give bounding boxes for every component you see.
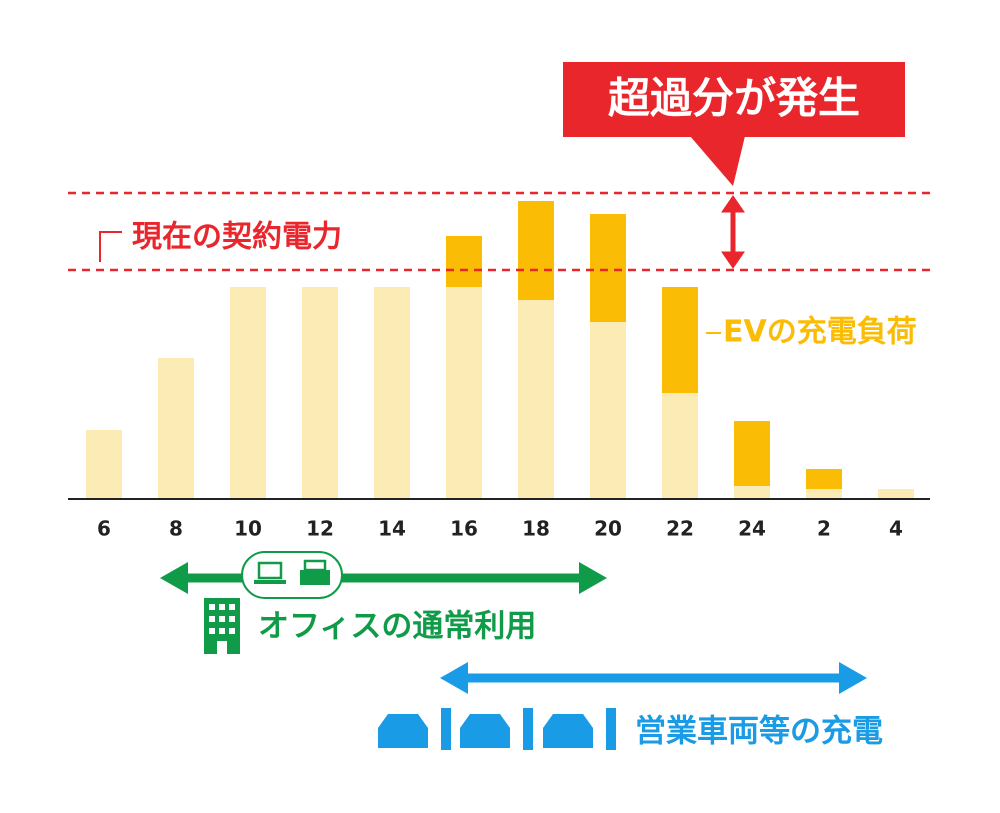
bar	[734, 486, 770, 499]
x-tick-label: 16	[450, 517, 478, 541]
ev-icons	[378, 708, 616, 750]
x-tick-label: 18	[522, 517, 550, 541]
bar	[518, 201, 554, 300]
bar	[590, 214, 626, 322]
legend-label: EVの充電負荷	[723, 315, 917, 350]
x-tick-label: 8	[169, 517, 183, 541]
bar	[590, 322, 626, 499]
x-tick-label: 2	[817, 517, 831, 541]
bar	[374, 287, 410, 499]
x-tick-label: 22	[666, 517, 694, 541]
bar	[806, 469, 842, 489]
callout-text: 超過分が発生	[608, 74, 860, 123]
office-range-arrow	[160, 562, 607, 594]
label-bracket	[99, 231, 122, 262]
bar	[878, 489, 914, 499]
reference-label: 現在の契約電力	[132, 220, 342, 255]
x-tick-label: 12	[306, 517, 334, 541]
range-label: オフィスの通常利用	[258, 609, 536, 645]
x-tick-label: 24	[738, 517, 766, 541]
overage-arrow	[721, 195, 745, 269]
x-tick-label: 4	[889, 517, 903, 541]
callout-box	[563, 62, 905, 137]
bar	[158, 358, 194, 499]
x-tick-label: 6	[97, 517, 111, 541]
range-label: 営業車両等の充電	[635, 714, 883, 750]
bar	[446, 287, 482, 499]
x-tick-label: 20	[594, 517, 622, 541]
bar	[518, 300, 554, 499]
bar	[662, 287, 698, 393]
bar	[302, 287, 338, 499]
callout-tail	[690, 136, 745, 186]
x-tick-label: 14	[378, 517, 406, 541]
ev-range-arrow	[440, 662, 867, 694]
bar	[734, 421, 770, 486]
bar	[86, 430, 122, 499]
office-icons	[204, 551, 343, 654]
bar	[230, 287, 266, 499]
bar	[446, 236, 482, 287]
x-tick-label: 10	[234, 517, 262, 541]
bar	[662, 393, 698, 499]
bar	[806, 489, 842, 499]
